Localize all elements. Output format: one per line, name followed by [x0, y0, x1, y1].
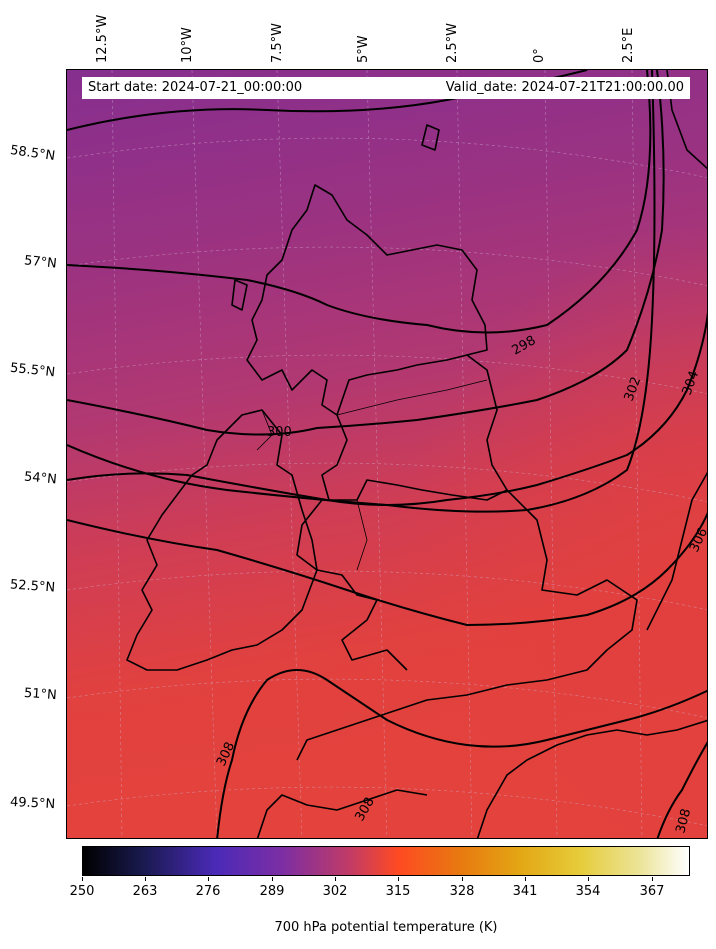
colorbar-gradient: [83, 847, 689, 875]
colorbar-tick: [145, 877, 146, 881]
contour-300: [67, 70, 665, 436]
colorbar-label: 328: [449, 884, 475, 899]
colorbar-tick: [588, 877, 589, 881]
lat-label-58-5n: 58.5°N: [9, 142, 56, 165]
colorbar-label: 276: [195, 884, 221, 899]
colorbar-tick: [462, 877, 463, 881]
coastline-ireland: [126, 409, 318, 671]
contour-label-300: 300: [267, 425, 292, 440]
colorbar-tick: [82, 877, 83, 881]
colorbar-label: 354: [575, 884, 601, 899]
colorbar-label: 315: [385, 884, 411, 899]
colorbar-label: 341: [512, 884, 538, 899]
lon-label-12-5w: 12.5°W: [95, 14, 110, 63]
isentrope-contours: [67, 70, 707, 838]
date-banner: Start date: 2024-07-21_00:00:00 Valid_da…: [82, 77, 690, 99]
lat-label-54n: 54°N: [23, 469, 58, 488]
coastline-hebrides: [231, 279, 248, 311]
contour-306: [67, 512, 707, 627]
colorbar-tick: [398, 877, 399, 881]
lon-label-2-5e: 2.5°E: [621, 27, 636, 63]
contour-label-308-c: 308: [673, 807, 694, 835]
colorbar-tick: [208, 877, 209, 881]
colorbar-tick: [652, 877, 653, 881]
lon-label-0: 0°: [532, 48, 547, 63]
coastline-orkney: [421, 124, 440, 151]
coastline-england-north: [321, 354, 508, 501]
colorbar-tick: [272, 877, 273, 881]
lon-label-2-5w: 2.5°W: [445, 22, 460, 63]
contour-308-east: [656, 741, 707, 838]
coastline-southern-england: [296, 489, 638, 761]
colorbar-label: 289: [259, 884, 285, 899]
colorbar-label: 367: [639, 884, 665, 899]
coastline-continent: [476, 719, 707, 838]
colorbar-label: 302: [322, 884, 348, 899]
colorbar: [82, 846, 690, 876]
lon-label-10w: 10°W: [180, 27, 195, 63]
valid-date-label: Valid_date: 2024-07-21T21:00:00.00: [445, 80, 684, 95]
contour-304: [67, 311, 707, 506]
coastline-scotland: [246, 184, 488, 416]
lat-label-57n: 57°N: [23, 253, 58, 272]
map-panel: 298 300 302 304 306 308 308 308: [66, 69, 708, 839]
contour-308-west: [216, 669, 707, 838]
colorbar-title: 700 hPa potential temperature (K): [274, 920, 498, 935]
lat-label-49-5n: 49.5°N: [9, 794, 56, 813]
coastline-brittany: [256, 789, 428, 838]
graticule: [67, 70, 707, 838]
contour-302: [67, 70, 656, 513]
lat-label-52-5n: 52.5°N: [9, 577, 56, 596]
lon-label-7-5w: 7.5°W: [270, 22, 285, 63]
colorbar-tick: [335, 877, 336, 881]
lat-label-55-5n: 55.5°N: [9, 360, 56, 381]
colorbar-tick: [525, 877, 526, 881]
temperature-field-east: [67, 70, 707, 838]
start-date-label: Start date: 2024-07-21_00:00:00: [88, 80, 303, 95]
map-canvas: 298 300 302 304 306 308 308 308: [67, 70, 707, 838]
lon-label-5w: 5°W: [356, 35, 371, 63]
contour-298: [67, 70, 652, 334]
lat-label-51n: 51°N: [23, 685, 58, 704]
colorbar-label: 250: [69, 884, 95, 899]
colorbar-label: 263: [132, 884, 158, 899]
